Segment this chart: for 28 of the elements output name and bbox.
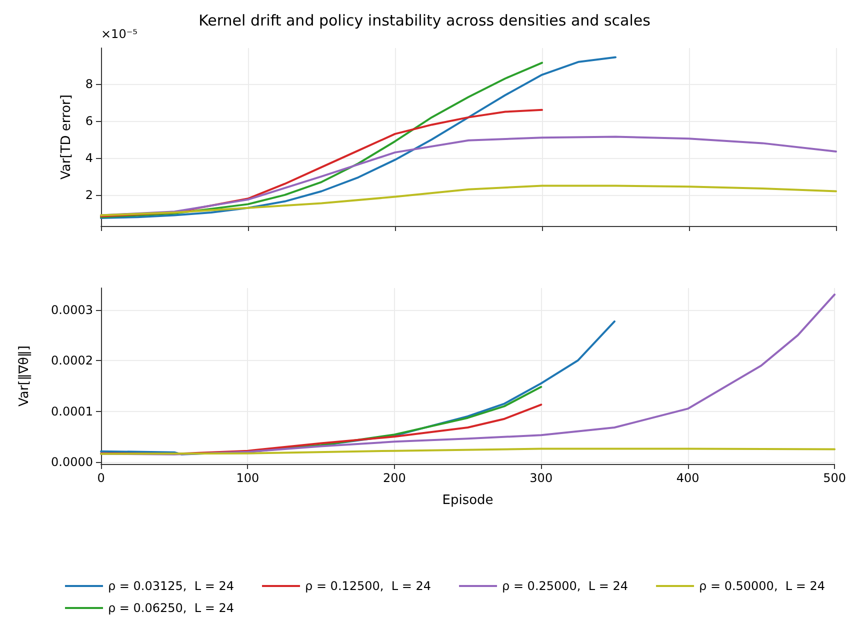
y-tick-label: 6	[85, 114, 93, 128]
y-tick-label: 0.0001	[51, 404, 93, 418]
x-tick-label: 100	[236, 471, 260, 485]
x-tick-label: 0	[97, 471, 105, 485]
line-series	[100, 62, 543, 218]
x-tick-label: 300	[530, 471, 553, 485]
x-tick-label: 200	[382, 471, 406, 485]
y-tick-label: 0.0003	[51, 302, 93, 317]
x-tick-label: 400	[676, 471, 700, 485]
line-series	[100, 56, 616, 220]
x-tick-label: 500	[823, 471, 846, 485]
legend-label: ρ = 0.03125, L = 24	[108, 579, 234, 593]
y-tick-label: 0.0000	[51, 454, 93, 469]
y-tick-label: 8	[85, 77, 93, 92]
y-axis-title: Var[‖∇θ‖]	[17, 346, 32, 406]
legend-label: ρ = 0.50000, L = 24	[699, 579, 826, 593]
legend-label: ρ = 0.25000, L = 24	[502, 579, 628, 593]
y-tick-label: 4	[85, 150, 93, 165]
line-series	[100, 108, 543, 218]
x-axis-title: Episode	[442, 493, 494, 508]
legend-label: ρ = 0.12500, L = 24	[305, 579, 432, 593]
y-tick-label: 0.0002	[51, 354, 93, 368]
line-series	[100, 184, 837, 216]
text: ×10⁻⁵	[101, 27, 138, 41]
y-tick-label: 2	[85, 188, 93, 202]
legend-label: ρ = 0.06250, L = 24	[108, 601, 234, 615]
chart-title: Kernel drift and policy instability across densities and scales	[198, 12, 651, 30]
y-axis-title: Var[TD error]	[59, 94, 74, 180]
